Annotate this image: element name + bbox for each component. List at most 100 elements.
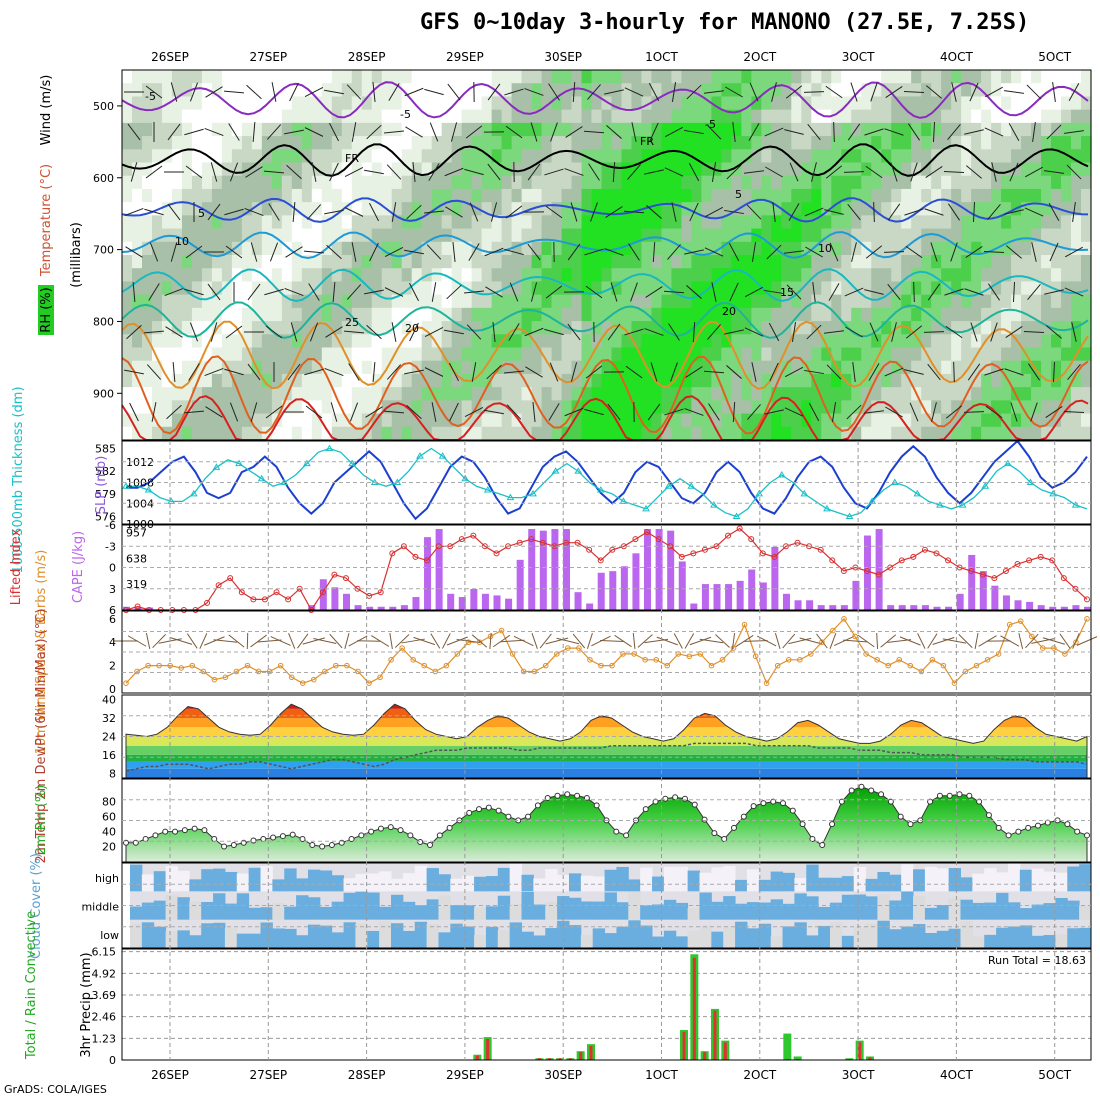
rh-cell xyxy=(451,360,463,375)
rh-cell xyxy=(491,426,503,441)
cloud-cell xyxy=(343,922,356,948)
rh-cell xyxy=(881,215,892,230)
rh-cell xyxy=(781,96,792,111)
wind-barb xyxy=(784,129,804,135)
rh-cell xyxy=(411,215,423,230)
rh-cell xyxy=(541,122,553,137)
wind-barb xyxy=(130,162,138,182)
surface-wind-barb xyxy=(152,633,167,649)
rh-cell xyxy=(221,241,233,256)
rh-cell xyxy=(271,162,283,177)
rh-cell xyxy=(721,70,732,84)
rh-cell xyxy=(291,228,303,243)
rh-cell xyxy=(661,109,673,124)
rh-cell xyxy=(711,294,722,309)
rh-cell xyxy=(931,400,942,415)
wind-barb xyxy=(967,363,981,381)
rh-cell xyxy=(961,228,972,243)
rh-cell xyxy=(551,347,563,362)
cloud-cell xyxy=(177,930,190,948)
rh-cell xyxy=(521,241,533,256)
rh-point xyxy=(466,809,473,816)
rh-cell xyxy=(331,188,343,203)
wind-barb xyxy=(351,122,357,142)
rh-cell xyxy=(1051,215,1062,230)
cloud-cell xyxy=(723,865,736,892)
rh-cell xyxy=(1041,294,1052,309)
wind-barb xyxy=(548,403,560,421)
rh-cell xyxy=(1071,241,1082,256)
rh-cell xyxy=(801,175,812,190)
rh-cell xyxy=(871,83,882,98)
wind-barb xyxy=(388,83,400,101)
rh-cell xyxy=(331,400,343,415)
rh-point xyxy=(485,804,492,811)
rh-cell xyxy=(291,96,303,111)
rh-cell xyxy=(701,334,712,349)
rh-cell xyxy=(561,215,573,230)
rh-cell xyxy=(471,136,483,150)
rh-cell xyxy=(261,83,273,98)
rh-cell xyxy=(391,281,403,296)
rh-cell xyxy=(571,96,583,111)
cloud-cell xyxy=(996,927,1009,948)
wind-barb xyxy=(406,404,422,420)
wind-barb xyxy=(265,325,283,339)
rh-cell xyxy=(891,109,902,124)
rh-cell xyxy=(1071,255,1082,269)
rh-cell xyxy=(541,96,553,111)
precip-run-total: Run Total = 18.63 xyxy=(988,954,1086,967)
rh-cell xyxy=(851,175,862,190)
wind-barb xyxy=(185,245,203,259)
wind-speed-point xyxy=(476,639,483,646)
rh-cell xyxy=(451,294,463,309)
surface-wind-barb xyxy=(270,636,291,646)
rh-cell xyxy=(681,413,693,428)
surface-wind-barb xyxy=(446,636,468,646)
rh-cell xyxy=(741,268,752,283)
rh-cell xyxy=(401,175,413,190)
rh-cell xyxy=(871,109,882,124)
wind-barb xyxy=(789,162,799,182)
rh-cell xyxy=(261,334,273,349)
wind-speed-point xyxy=(299,680,306,686)
rh-cell xyxy=(751,360,762,375)
rh-cell xyxy=(651,321,663,335)
rh-cell xyxy=(961,426,972,441)
cloud-cell xyxy=(272,903,285,920)
wind-barb xyxy=(724,209,744,215)
wind-speed-point xyxy=(145,662,151,669)
rh-point xyxy=(750,803,757,810)
rh-cell xyxy=(181,122,193,137)
rh-cell xyxy=(211,122,223,137)
rh-cell xyxy=(181,373,193,388)
rh-cell xyxy=(441,281,453,296)
rh-cell xyxy=(191,70,203,84)
rh-cell xyxy=(221,294,233,309)
rh-cell xyxy=(681,360,693,375)
cloud-cell xyxy=(189,935,202,948)
surface-wind-barb xyxy=(145,632,151,650)
rh-cell xyxy=(251,109,263,124)
rh-cell xyxy=(951,162,962,177)
rh-cell xyxy=(281,294,293,309)
surface-wind-barb xyxy=(170,637,193,645)
wind-barb xyxy=(544,168,564,176)
rh-cell xyxy=(981,83,992,98)
rh-point xyxy=(730,824,737,831)
rh-point xyxy=(691,801,698,808)
wind-barb xyxy=(1012,281,1016,303)
cloud-cell xyxy=(782,872,795,892)
rh-cell xyxy=(301,122,313,137)
rh-cell xyxy=(371,334,383,349)
rh-cell xyxy=(461,294,473,309)
rh-cell xyxy=(131,202,143,216)
rh-cell xyxy=(541,188,553,203)
wind-barb xyxy=(306,204,322,220)
rh-cell xyxy=(301,70,313,84)
rh-cell xyxy=(1031,149,1042,164)
rh-cell xyxy=(721,202,732,216)
rh-cell xyxy=(871,373,882,388)
wind-barb xyxy=(887,283,901,301)
rh-cell xyxy=(231,334,243,349)
